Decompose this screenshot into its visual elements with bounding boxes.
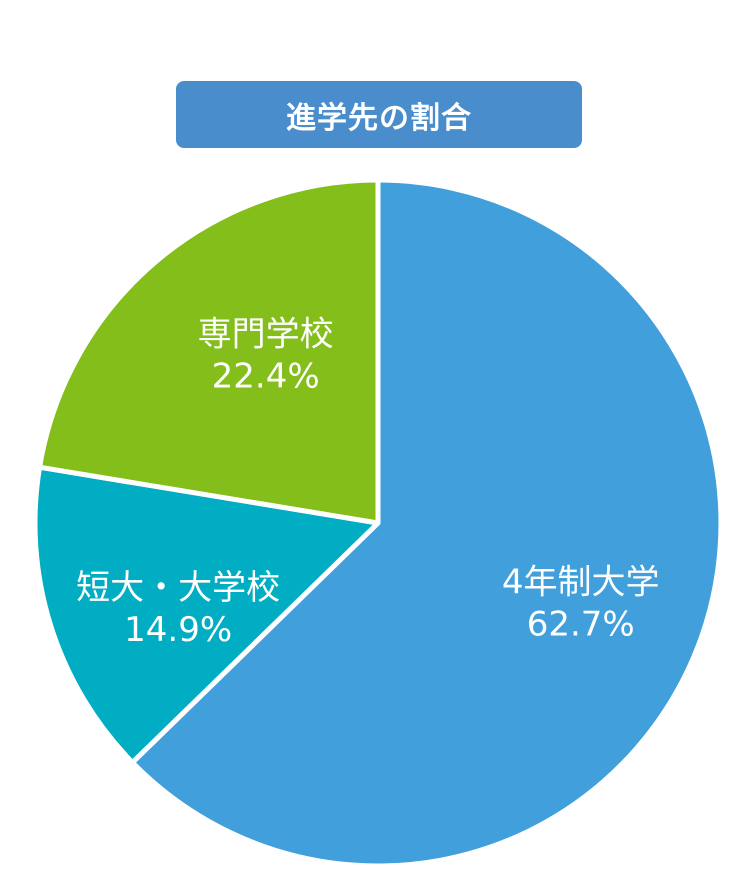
pie-slice-1-value: 62.7% [527,604,635,644]
pie-slice-2-label: 短大・大学校 [76,568,280,608]
pie-slice-3-label: 専門学校 [198,314,334,354]
chart-title: 進学先の割合 [286,100,472,136]
pie-slice-1 [129,177,724,869]
pie-slice-2-value: 14.9% [124,610,232,650]
pie-slice-3 [37,177,381,526]
chart-title-box: 進学先の割合 [176,81,582,148]
pie-slice-3-value: 22.4% [212,356,320,396]
pie-slice-2 [32,464,381,765]
pie-slices [32,177,724,869]
pie-slice-1-label: 4年制大学 [502,562,660,602]
